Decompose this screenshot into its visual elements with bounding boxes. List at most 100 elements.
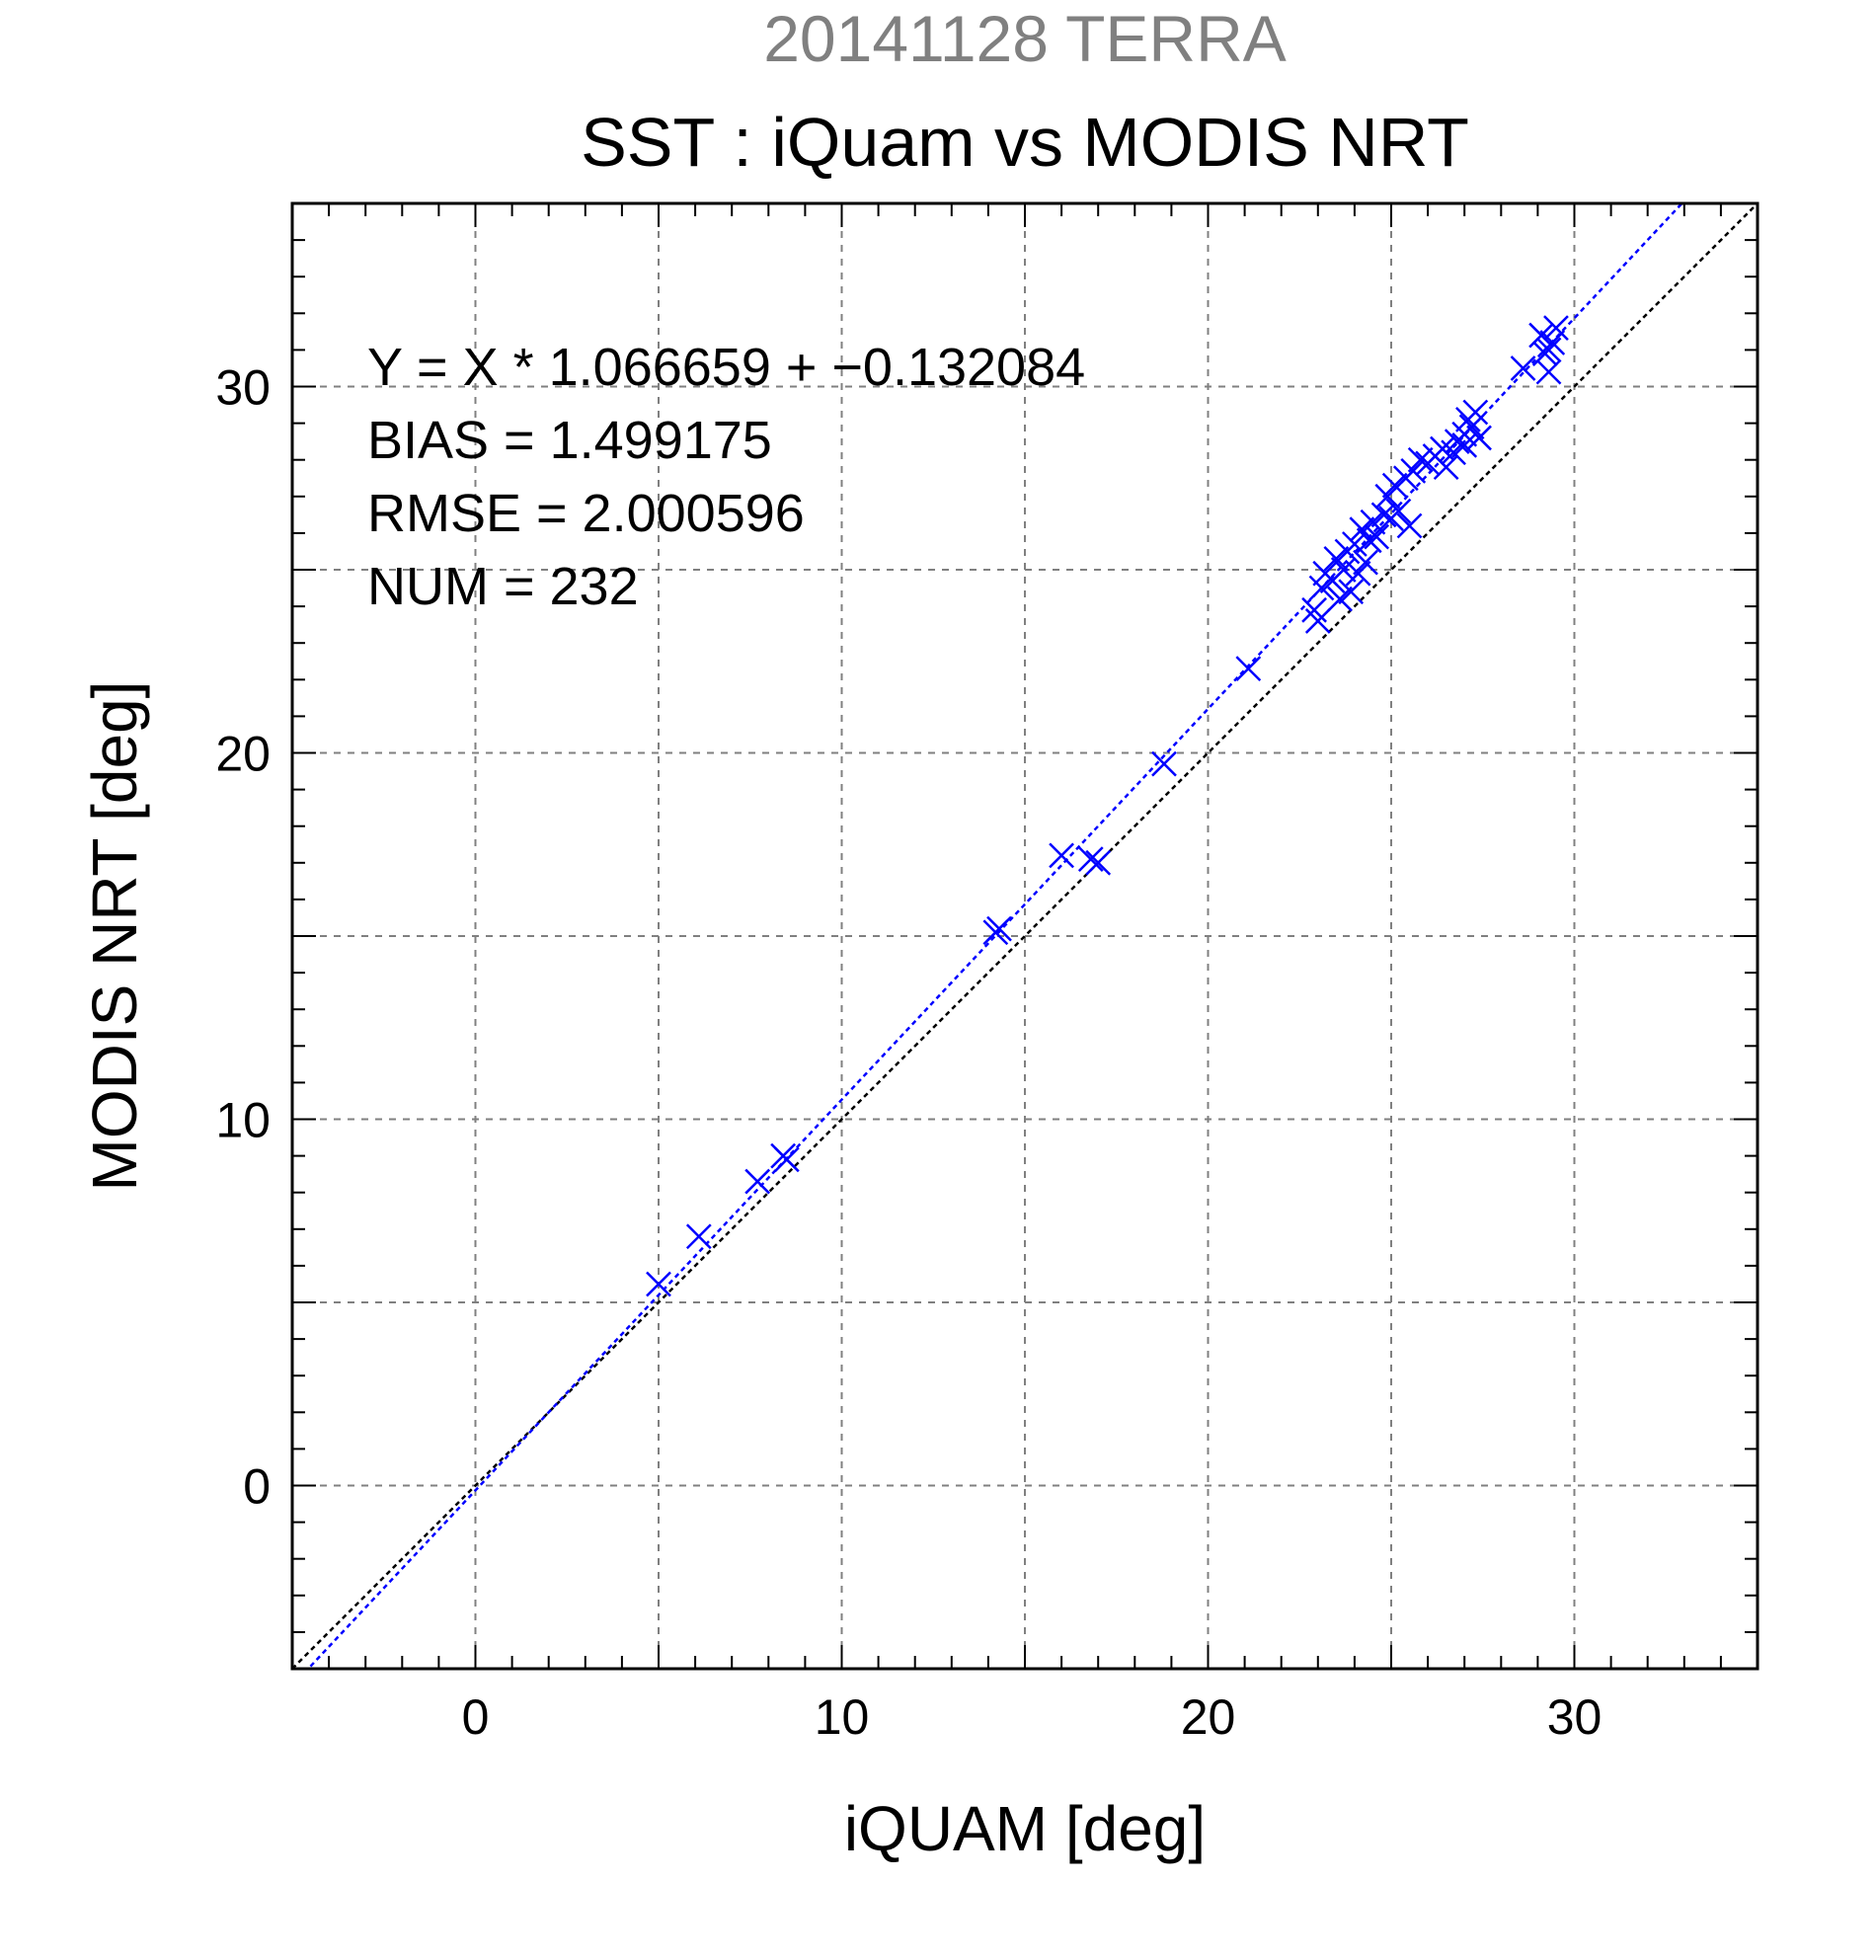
data-point	[1085, 849, 1112, 876]
data-point-stroke-b	[1342, 531, 1368, 557]
data-point-stroke-b	[1327, 586, 1353, 612]
x-tick-label: 0	[462, 1689, 490, 1745]
data-point-stroke-b	[1077, 846, 1104, 872]
data-point	[1433, 454, 1459, 481]
data-point-stroke-b	[986, 915, 1012, 942]
data-point-stroke-b	[1345, 560, 1371, 587]
tick-labels: 0 10 20 30 0 10 20 30	[215, 360, 1602, 1746]
data-point-stroke-b	[1396, 512, 1423, 539]
stats-num: NUM = 232	[367, 557, 639, 616]
data-point-stroke-b	[1462, 399, 1489, 426]
data-point	[1381, 472, 1408, 499]
data-point-stroke-b	[1085, 849, 1112, 876]
chart-title: SST : iQuam vs MODIS NRT	[581, 104, 1469, 181]
data-point-stroke-b	[1535, 358, 1562, 385]
data-point	[1466, 425, 1492, 451]
data-point-stroke-b	[744, 1168, 771, 1195]
x-tick-label: 30	[1547, 1689, 1602, 1745]
data-point	[1342, 531, 1368, 557]
data-point	[646, 1271, 671, 1297]
data-point-stroke-b	[1407, 446, 1434, 473]
data-point	[1338, 579, 1365, 605]
data-point-stroke-b	[1466, 425, 1492, 451]
reference-lines	[292, 203, 1758, 1669]
plot-frame	[290, 201, 1759, 1671]
y-tick-label: 10	[215, 1093, 271, 1148]
data-point-stroke-b	[1364, 523, 1390, 550]
stats-rmse: RMSE = 2.000596	[367, 484, 805, 543]
data-point	[1235, 656, 1262, 682]
data-point-stroke-b	[1535, 337, 1562, 363]
data-point	[1049, 842, 1074, 869]
data-point-stroke-b	[1356, 527, 1382, 554]
data-point	[1349, 516, 1375, 543]
stats-bias: BIAS = 1.499175	[367, 411, 772, 470]
data-point	[1327, 586, 1353, 612]
data-point	[1353, 549, 1378, 576]
data-point-stroke-b	[1370, 502, 1397, 528]
data-point	[1535, 337, 1562, 363]
data-point-stroke-b	[1349, 516, 1375, 543]
data-point-stroke-b	[1510, 355, 1536, 381]
chart-supertitle: 20141128 TERRA	[763, 2, 1287, 75]
data-point-stroke-b	[1151, 750, 1177, 777]
data-point	[1385, 498, 1412, 524]
data-point	[685, 1223, 712, 1250]
x-tick-label: 10	[815, 1689, 870, 1745]
data-point-stroke-b	[1301, 596, 1327, 623]
data-points	[646, 315, 1569, 1297]
data-point-stroke-b	[773, 1146, 800, 1173]
y-tick-label: 30	[215, 360, 271, 416]
data-point	[1458, 414, 1485, 440]
data-point	[1356, 527, 1382, 554]
data-point	[1543, 315, 1569, 342]
data-point	[744, 1168, 771, 1195]
data-point	[986, 915, 1012, 942]
identity-line	[292, 203, 1758, 1669]
data-point-stroke-b	[1353, 549, 1378, 576]
data-point-stroke-b	[1385, 498, 1412, 524]
data-point	[1510, 355, 1536, 381]
x-tick-label: 20	[1181, 1689, 1236, 1745]
y-tick-label: 20	[215, 727, 271, 782]
data-point	[1323, 545, 1350, 572]
x-axis-label: iQUAM [deg]	[844, 1793, 1206, 1864]
data-point-stroke-b	[1400, 457, 1427, 484]
data-point-stroke-b	[1308, 575, 1335, 601]
data-point-stroke-b	[1323, 545, 1350, 572]
grid-lines	[292, 203, 1758, 1669]
data-point	[1151, 750, 1177, 777]
data-point	[1077, 846, 1104, 872]
stats-annotation: Y = X * 1.066659 + −0.132084 BIAS = 1.49…	[367, 338, 1085, 616]
data-point-stroke-b	[685, 1223, 712, 1250]
data-point-stroke-b	[1451, 431, 1478, 458]
data-point	[1396, 512, 1423, 539]
data-point-stroke-b	[1304, 608, 1331, 634]
data-point	[1308, 575, 1335, 601]
fit-line	[306, 203, 1684, 1669]
data-point	[1304, 608, 1331, 634]
data-point	[1535, 358, 1562, 385]
data-point	[1539, 330, 1566, 355]
data-point-stroke-b	[1433, 454, 1459, 481]
data-point-stroke-b	[1330, 557, 1357, 583]
data-point	[1400, 457, 1427, 484]
data-point	[1451, 431, 1478, 458]
y-tick-label: 0	[243, 1459, 271, 1515]
data-point-stroke-b	[1458, 414, 1485, 440]
data-point-stroke-b	[1543, 315, 1569, 342]
minor-ticks	[292, 203, 1758, 1669]
stats-fit-equation: Y = X * 1.066659 + −0.132084	[367, 338, 1085, 397]
data-point-stroke-b	[1381, 472, 1408, 499]
data-point-stroke-b	[1235, 656, 1262, 682]
data-point	[1407, 446, 1434, 473]
data-point	[773, 1146, 800, 1173]
data-point-stroke-b	[1049, 842, 1074, 869]
data-point	[1345, 560, 1371, 587]
data-point	[1462, 399, 1489, 426]
data-point-stroke-b	[1360, 509, 1386, 535]
data-point-stroke-b	[646, 1271, 671, 1297]
data-point-stroke-b	[1338, 579, 1365, 605]
